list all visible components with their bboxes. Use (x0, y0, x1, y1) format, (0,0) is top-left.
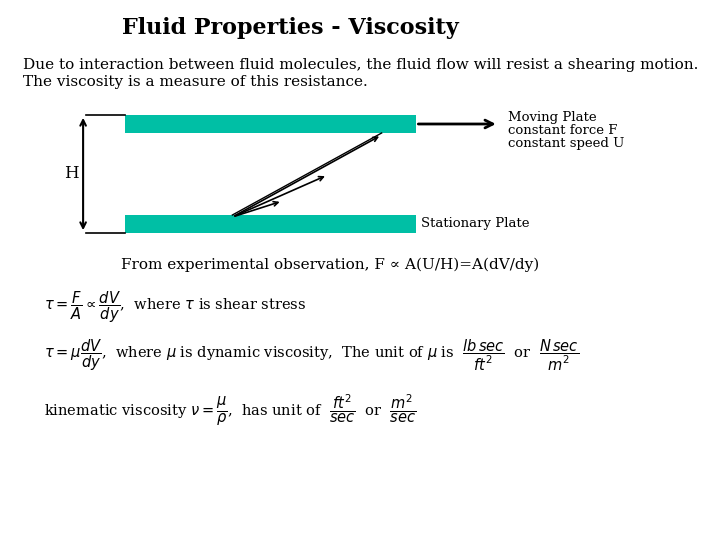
Text: Fluid Properties - Viscosity: Fluid Properties - Viscosity (122, 17, 459, 39)
Text: kinematic viscosity $\nu = \dfrac{\mu}{\rho}$,  has unit of  $\dfrac{ft^2}{sec}$: kinematic viscosity $\nu = \dfrac{\mu}{\… (45, 393, 417, 428)
Text: $\tau = \mu \dfrac{dV}{dy}$,  where $\mu$ is dynamic viscosity,  The unit of $\m: $\tau = \mu \dfrac{dV}{dy}$, where $\mu$… (45, 337, 580, 373)
Text: Due to interaction between fluid molecules, the fluid flow will resist a shearin: Due to interaction between fluid molecul… (22, 58, 698, 72)
Text: Moving Plate: Moving Plate (508, 111, 597, 124)
Text: H: H (65, 165, 79, 183)
Text: constant force F: constant force F (508, 124, 618, 137)
Text: From experimental observation, F ∝ A(U/H)=A(dV/dy): From experimental observation, F ∝ A(U/H… (121, 258, 539, 272)
Text: $\tau = \dfrac{F}{A} \propto \dfrac{dV}{dy}$,  where $\tau$ is shear stress: $\tau = \dfrac{F}{A} \propto \dfrac{dV}{… (45, 289, 307, 325)
Text: The viscosity is a measure of this resistance.: The viscosity is a measure of this resis… (22, 75, 367, 89)
Bar (125, 115, 415, 133)
Text: constant speed U: constant speed U (508, 137, 625, 150)
Text: Stationary Plate: Stationary Plate (421, 218, 530, 231)
Bar (125, 215, 415, 233)
